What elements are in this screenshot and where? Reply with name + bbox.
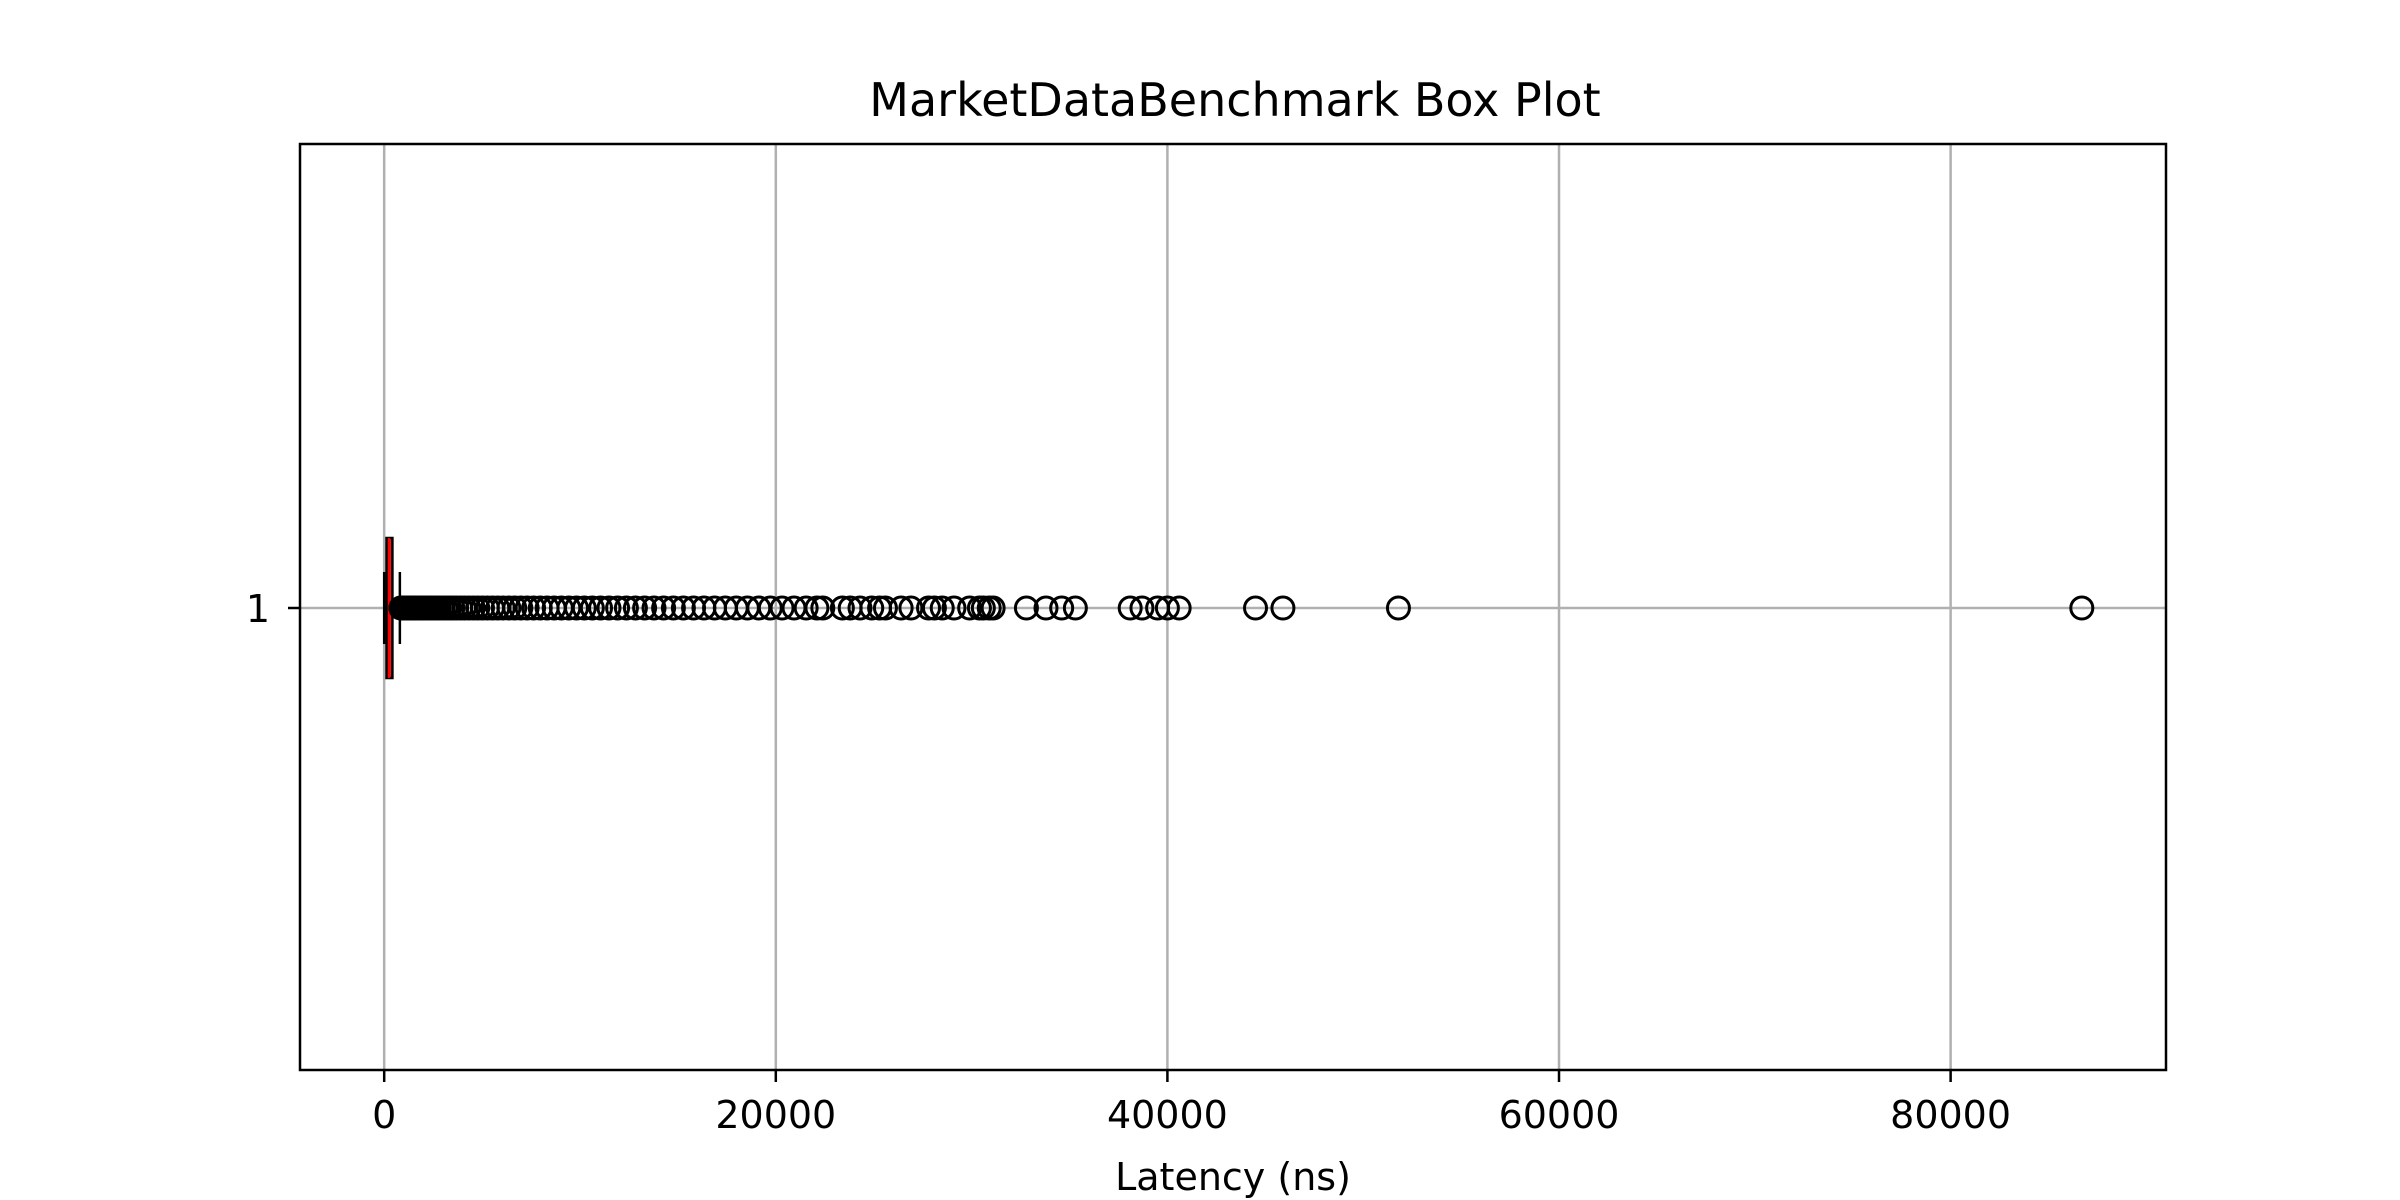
outlier-point (588, 595, 614, 621)
outlier-point (872, 595, 898, 621)
outlier-point (793, 595, 819, 621)
outlier-point (888, 595, 914, 621)
x-axis-label: Latency (ns) (1115, 1155, 1351, 1199)
outlier-points (388, 595, 2095, 621)
outlier-point (980, 595, 1006, 621)
y-tick-label: 1 (246, 587, 270, 631)
outlier-point (941, 595, 967, 621)
outlier-point (769, 595, 795, 621)
outlier-point (1013, 595, 1039, 621)
outlier-point (1166, 595, 1192, 621)
outlier-point (660, 595, 686, 621)
outlier-point (757, 595, 783, 621)
outlier-point (1385, 595, 1411, 621)
x-tick-label: 60000 (1499, 1093, 1620, 1137)
outlier-point (1062, 595, 1088, 621)
outlier-point (1154, 595, 1180, 621)
outlier-point (921, 595, 947, 621)
outlier-point (1243, 595, 1269, 621)
x-axis-ticks: 0 20000 40000 60000 80000 (372, 1070, 2011, 1137)
outlier-point (1033, 595, 1059, 621)
outlier-point (579, 595, 605, 621)
outlier-point (622, 595, 648, 621)
outlier-point (502, 595, 528, 621)
x-tick-label: 20000 (715, 1093, 836, 1137)
outlier-point (632, 595, 658, 621)
outlier-point (563, 595, 589, 621)
outlier-point (810, 595, 836, 621)
outlier-point (859, 595, 885, 621)
outlier-point (847, 595, 873, 621)
outlier-point (929, 595, 955, 621)
outlier-point (596, 595, 622, 621)
outlier-point (829, 595, 855, 621)
x-tick-label: 80000 (1890, 1093, 2011, 1137)
outlier-point (613, 595, 639, 621)
outlier-point (1270, 595, 1296, 621)
y-axis-ticks: 1 (246, 587, 300, 631)
outlier-point (1117, 595, 1143, 621)
chart-title: MarketDataBenchmark Box Plot (869, 73, 1600, 127)
outlier-point (514, 595, 540, 621)
outlier-point (508, 595, 534, 621)
outlier-point (651, 595, 677, 621)
x-tick-label: 0 (372, 1093, 396, 1137)
outlier-point (605, 595, 631, 621)
outlier-point (641, 595, 667, 621)
outlier-point (1129, 595, 1155, 621)
outlier-point (571, 595, 597, 621)
x-tick-label: 40000 (1107, 1093, 1228, 1137)
outlier-point (1049, 595, 1075, 621)
outlier-point (2069, 595, 2095, 621)
